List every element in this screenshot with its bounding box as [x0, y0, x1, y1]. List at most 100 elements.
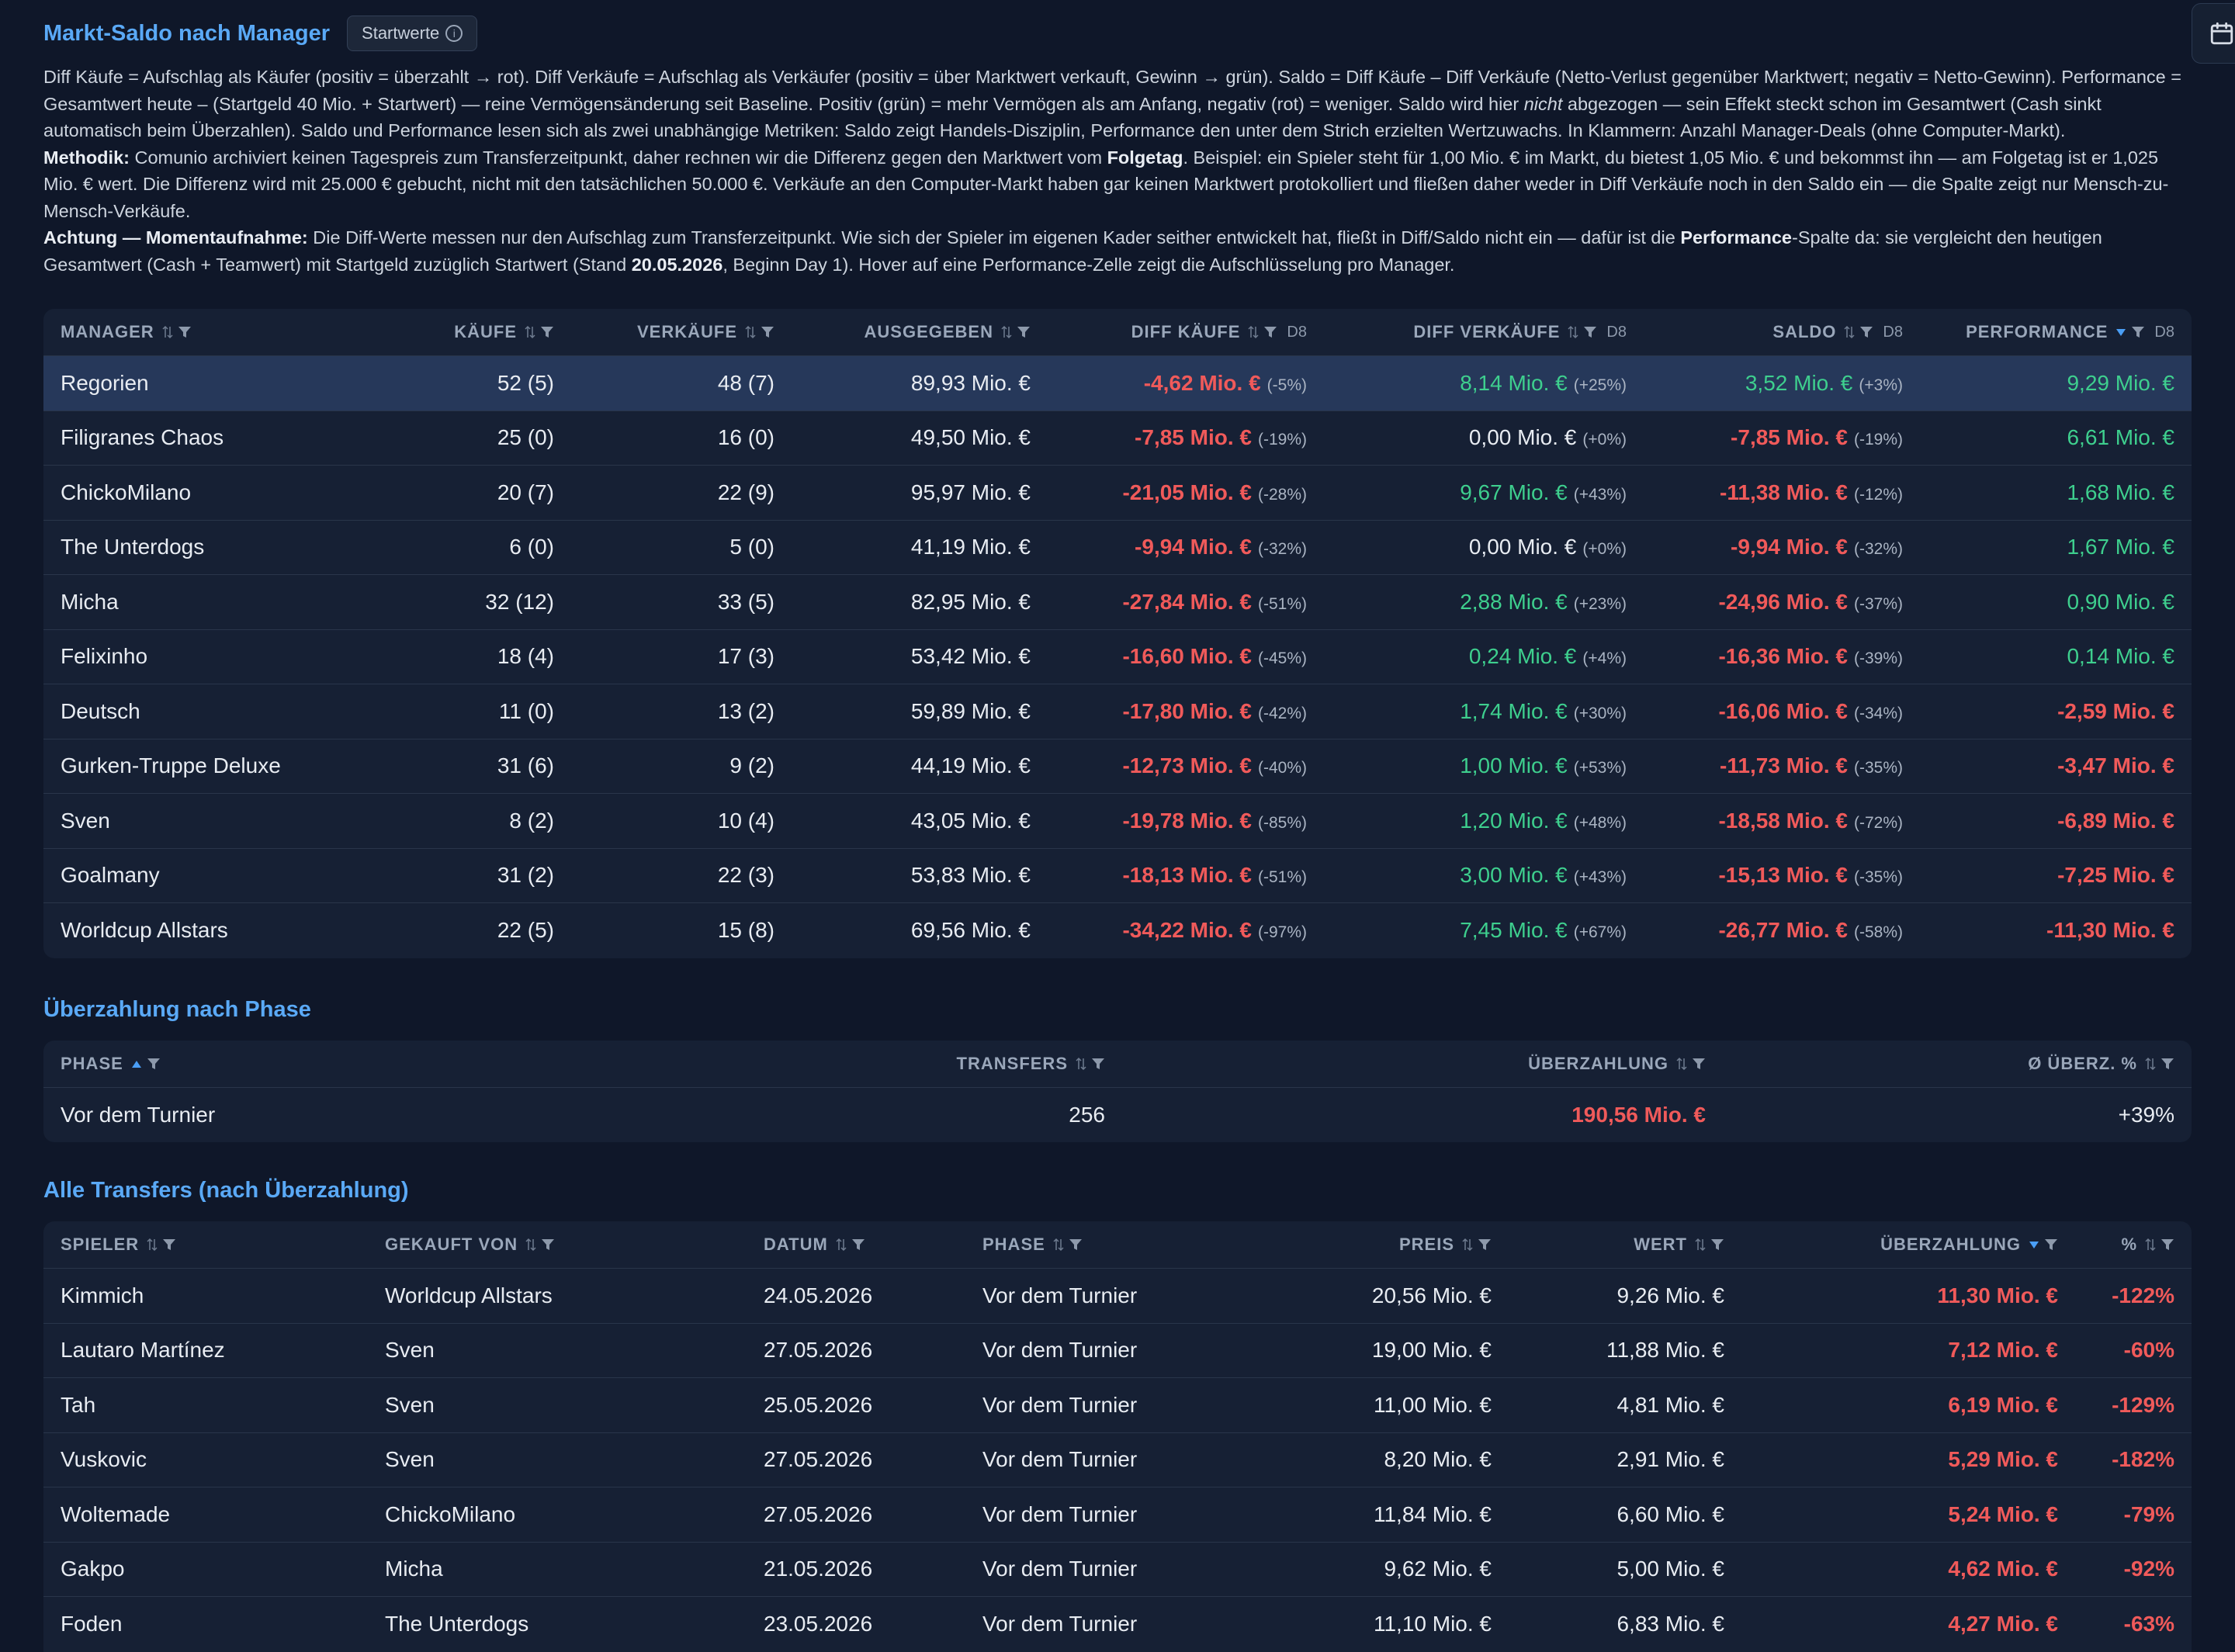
table-row[interactable]: Vor dem Turnier 256 190,56 Mio. € +39% [43, 1088, 2192, 1142]
sort-icon[interactable] [1053, 1238, 1064, 1252]
table-row[interactable]: Sven 8 (2) 10 (4) 43,05 Mio. € -19,78 Mio. €… [43, 794, 2192, 849]
performance-cell[interactable]: -3,47 Mio. € [2057, 753, 2174, 778]
filter-icon[interactable] [851, 1238, 865, 1252]
table-row[interactable]: Kimmich Worldcup Allstars 24.05.2026 Vor de… [43, 1269, 2192, 1324]
filter-icon[interactable] [2044, 1238, 2058, 1252]
col-performance[interactable]: PERFORMANCE D8 [1966, 322, 2174, 341]
performance-cell[interactable]: 9,29 Mio. € [2067, 370, 2174, 395]
col-diff-kaeufe[interactable]: DIFF KÄUFE D8 [1131, 322, 1307, 341]
filter-icon[interactable] [1710, 1238, 1724, 1252]
filter-icon[interactable] [541, 1238, 555, 1252]
table-row[interactable]: The Unterdogs 6 (0) 5 (0) 41,19 Mio. € -9,94… [43, 521, 2192, 575]
performance-cell[interactable]: 1,67 Mio. € [2067, 535, 2174, 559]
sort-icon[interactable] [1076, 1057, 1086, 1071]
filter-icon[interactable] [1478, 1238, 1492, 1252]
filter-icon[interactable] [1263, 325, 1277, 339]
sort-icon[interactable] [525, 325, 535, 339]
col-spieler[interactable]: SPIELER [43, 1235, 368, 1255]
table-row[interactable]: Felixinho 18 (4) 17 (3) 53,42 Mio. € -16,60 … [43, 630, 2192, 684]
kaeufe-cell: 11 (0) [498, 698, 554, 723]
sort-icon[interactable] [2145, 1238, 2156, 1252]
table-row[interactable]: Worldcup Allstars 22 (5) 15 (8) 69,56 Mio. … [43, 903, 2192, 958]
filter-icon[interactable] [1859, 325, 1873, 339]
sort-icon[interactable] [147, 1238, 158, 1252]
sort-icon[interactable] [1844, 325, 1855, 339]
col-diff-verkaeufe[interactable]: DIFF VERKÄUFE D8 [1413, 322, 1627, 341]
filter-icon[interactable] [178, 325, 192, 339]
filter-icon[interactable] [2160, 1238, 2174, 1252]
table-row[interactable]: Micha 32 (12) 33 (5) 82,95 Mio. € -27,84 Mio… [43, 575, 2192, 630]
col-phase[interactable]: PHASE [965, 1235, 1276, 1255]
diff-verkaeufe-cell: 0,24 Mio. € (+4%) [1468, 644, 1627, 669]
col-verkaeufe[interactable]: VERKÄUFE [571, 322, 792, 342]
col-ueberzahlung[interactable]: ÜBERZAHLUNG [1741, 1235, 2075, 1255]
sort-icon[interactable] [2145, 1057, 2156, 1071]
performance-cell[interactable]: 6,61 Mio. € [2067, 425, 2174, 450]
filter-icon[interactable] [147, 1057, 161, 1071]
table-row[interactable]: ChickoMilano 20 (7) 22 (9) 95,97 Mio. € -21,… [43, 466, 2192, 521]
filter-icon[interactable] [1091, 1057, 1105, 1071]
col-avg-ueberzahlung[interactable]: Ø ÜBERZ. % [1723, 1054, 2192, 1074]
sort-icon[interactable] [1248, 325, 1259, 339]
filter-icon[interactable] [2131, 325, 2145, 339]
col-wert[interactable]: WERT [1509, 1235, 1741, 1255]
table-row[interactable]: Foden The Unterdogs 23.05.2026 Vor dem Turn… [43, 1597, 2192, 1652]
startwerte-badge[interactable]: Startwerte i [347, 16, 478, 51]
col-saldo[interactable]: SALDO D8 [1772, 322, 1903, 341]
sort-icon[interactable] [162, 325, 173, 339]
col-ueberzahlung[interactable]: ÜBERZAHLUNG [1122, 1054, 1723, 1074]
sort-desc-icon[interactable] [2029, 1238, 2039, 1252]
performance-cell[interactable]: 0,14 Mio. € [2067, 644, 2174, 669]
ueberzahlung-cell: 5,29 Mio. € [1948, 1447, 2058, 1472]
col-preis[interactable]: PREIS [1276, 1235, 1509, 1255]
col-transfers[interactable]: TRANSFERS [657, 1054, 1122, 1074]
filter-icon[interactable] [162, 1238, 176, 1252]
sort-icon[interactable] [836, 1238, 847, 1252]
performance-cell[interactable]: 1,68 Mio. € [2067, 480, 2174, 504]
diff-verkaeufe-cell: 7,45 Mio. € (+67%) [1460, 918, 1627, 943]
sort-icon[interactable] [1462, 1238, 1473, 1252]
sort-asc-icon[interactable] [131, 1057, 142, 1071]
sort-icon[interactable] [1568, 325, 1578, 339]
diff-verkaeufe-cell: 1,20 Mio. € (+48%) [1460, 808, 1627, 833]
table-row[interactable]: Filigranes Chaos 25 (0) 16 (0) 49,50 Mio. €… [43, 411, 2192, 466]
calendar-button[interactable] [2192, 3, 2235, 64]
table-row[interactable]: Regorien 52 (5) 48 (7) 89,93 Mio. € -4,62 Mi… [43, 356, 2192, 411]
performance-cell[interactable]: -7,25 Mio. € [2057, 863, 2174, 888]
table-row[interactable]: Gurken-Truppe Deluxe 31 (6) 9 (2) 44,19 Mio… [43, 739, 2192, 794]
filter-icon[interactable] [2160, 1057, 2174, 1071]
col-pct[interactable]: % [2075, 1235, 2192, 1255]
table-row[interactable]: Gakpo Micha 21.05.2026 Vor dem Turnier 9,62 … [43, 1543, 2192, 1597]
manager-name-cell: ChickoMilano [61, 480, 192, 504]
filter-icon[interactable] [1583, 325, 1597, 339]
col-gekauft-von[interactable]: GEKAUFT VON [368, 1235, 747, 1255]
performance-cell[interactable]: 0,90 Mio. € [2067, 589, 2174, 614]
col-ausgegeben[interactable]: AUSGEGEBEN [792, 322, 1048, 342]
col-datum[interactable]: DATUM [747, 1235, 965, 1255]
filter-icon[interactable] [1692, 1057, 1706, 1071]
sort-desc-icon[interactable] [2115, 325, 2126, 339]
performance-cell[interactable]: -2,59 Mio. € [2057, 698, 2174, 723]
filter-icon[interactable] [1017, 325, 1031, 339]
sort-icon[interactable] [1001, 325, 1012, 339]
sort-icon[interactable] [1695, 1238, 1706, 1252]
filter-icon[interactable] [1069, 1238, 1083, 1252]
sort-icon[interactable] [1676, 1057, 1687, 1071]
table-row[interactable]: Goalmany 31 (2) 22 (3) 53,83 Mio. € -18,13 M… [43, 849, 2192, 903]
col-kaeufe[interactable]: KÄUFE [377, 322, 571, 342]
sort-icon[interactable] [745, 325, 756, 339]
col-manager[interactable]: MANAGER [43, 322, 377, 342]
filter-icon[interactable] [761, 325, 774, 339]
table-row[interactable]: Tah Sven 25.05.2026 Vor dem Turnier 11,00 Mi… [43, 1378, 2192, 1433]
table-row[interactable]: Vuskovic Sven 27.05.2026 Vor dem Turnier 8,2… [43, 1433, 2192, 1487]
col-phase[interactable]: PHASE [43, 1054, 657, 1074]
table-row[interactable]: Lautaro Martínez Sven 27.05.2026 Vor dem Tu… [43, 1324, 2192, 1378]
table-row[interactable]: Deutsch 11 (0) 13 (2) 59,89 Mio. € -17,80 Mi… [43, 684, 2192, 739]
performance-cell[interactable]: -6,89 Mio. € [2057, 808, 2174, 833]
sort-icon[interactable] [525, 1238, 536, 1252]
kaeufe-cell: 18 (4) [497, 644, 554, 669]
diff-kaeufe-cell: -18,13 Mio. € (-51%) [1122, 863, 1307, 888]
filter-icon[interactable] [540, 325, 554, 339]
table-row[interactable]: Woltemade ChickoMilano 27.05.2026 Vor dem T… [43, 1487, 2192, 1543]
performance-cell[interactable]: -11,30 Mio. € [2046, 918, 2174, 943]
